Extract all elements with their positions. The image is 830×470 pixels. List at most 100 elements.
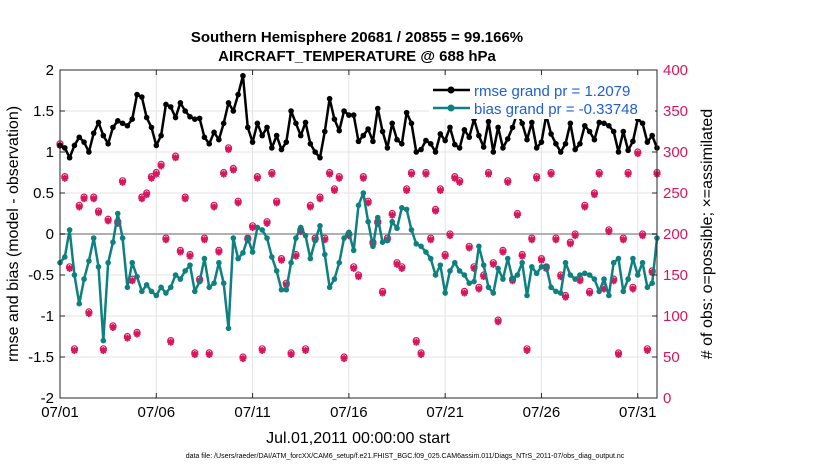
bias-point-73 xyxy=(408,227,415,233)
obs-assimilated-point-73 xyxy=(407,170,415,178)
obs-assimilated-point-15 xyxy=(128,277,136,285)
bias-point-93 xyxy=(504,255,511,262)
bias-point-14 xyxy=(124,284,131,291)
bias-point-95 xyxy=(514,272,521,278)
obs-assimilated-point-23 xyxy=(167,338,175,346)
rmse-point-103 xyxy=(553,141,559,147)
bias-point-31 xyxy=(206,284,213,291)
legend-bias-label: bias grand pr = -0.33748 xyxy=(474,101,638,118)
obs-assimilated-point-5 xyxy=(80,195,88,203)
bias-point-29 xyxy=(196,278,203,285)
bias-point-102 xyxy=(548,284,554,291)
bias-point-51 xyxy=(302,232,309,239)
obs-assimilated-point-55 xyxy=(321,236,329,244)
rmse-point-20 xyxy=(153,142,160,149)
obs-assimilated-point-3 xyxy=(70,346,78,354)
y-right-tick-label-7: 50 xyxy=(663,349,680,366)
rmse-point-38 xyxy=(240,72,246,79)
obs-assimilated-point-84 xyxy=(460,289,468,297)
obs-assimilated-point-72 xyxy=(403,187,411,195)
bias-point-33 xyxy=(216,259,222,266)
rmse-point-58 xyxy=(336,127,343,134)
obs-assimilated-point-1 xyxy=(61,174,69,182)
obs-assimilated-point-98 xyxy=(528,236,536,244)
rmse-point-66 xyxy=(374,105,381,112)
obs-assimilated-point-24 xyxy=(172,154,180,162)
bias-point-27 xyxy=(187,262,193,268)
obs-assimilated-point-40 xyxy=(249,223,257,231)
rmse-point-46 xyxy=(278,146,285,153)
bias-point-70 xyxy=(394,225,400,232)
rmse-point-33 xyxy=(216,136,222,143)
obs-assimilated-point-117 xyxy=(619,236,627,244)
rmse-point-53 xyxy=(312,149,318,155)
rmse-point-26 xyxy=(182,108,188,114)
rmse-point-42 xyxy=(259,132,266,139)
bias-point-9 xyxy=(100,337,107,344)
bias-point-47 xyxy=(283,286,290,293)
rmse-point-7 xyxy=(90,130,97,136)
rmse-point-31 xyxy=(206,141,213,147)
obs-assimilated-point-32 xyxy=(210,203,218,211)
obs-assimilated-point-2 xyxy=(66,264,74,272)
bias-point-15 xyxy=(129,259,136,266)
obs-assimilated-point-76 xyxy=(422,170,430,178)
rmse-point-50 xyxy=(297,132,304,139)
obs-assimilated-point-78 xyxy=(432,207,440,215)
y-right-axis-ticks: 400 350 300 250 200 150 100 50 0 xyxy=(652,62,688,407)
x-axis-ticks: 07/01 07/06 07/11 07/16 07/21 07/26 07/31 xyxy=(41,70,657,421)
obs-assimilated-point-112 xyxy=(595,170,603,178)
rmse-point-62 xyxy=(355,138,362,145)
bias-point-12 xyxy=(114,210,121,217)
obs-assimilated-point-18 xyxy=(143,191,151,199)
bias-point-117 xyxy=(620,288,627,295)
bias-point-110 xyxy=(586,272,593,278)
obs-assimilated-point-69 xyxy=(388,211,396,219)
bias-point-88 xyxy=(480,262,487,268)
obs-assimilated-point-92 xyxy=(499,248,507,256)
bias-point-60 xyxy=(346,229,352,236)
bias-point-90 xyxy=(490,290,497,296)
bias-point-107 xyxy=(572,276,578,282)
bias-point-123 xyxy=(649,280,655,287)
obs-assimilated-point-25 xyxy=(176,248,184,256)
bias-point-1 xyxy=(62,254,68,260)
bias-point-74 xyxy=(413,241,420,247)
bias-point-115 xyxy=(610,259,617,266)
obs-assimilated-point-105 xyxy=(562,293,570,301)
obs-assimilated-point-9 xyxy=(99,346,107,354)
bias-point-22 xyxy=(163,290,169,296)
rmse-point-114 xyxy=(606,122,612,129)
obs-assimilated-point-62 xyxy=(355,273,362,281)
bias-point-67 xyxy=(379,239,386,245)
rmse-point-85 xyxy=(466,134,473,141)
bias-point-91 xyxy=(495,265,501,272)
rmse-point-93 xyxy=(504,136,511,142)
rmse-point-47 xyxy=(283,139,290,145)
rmse-point-70 xyxy=(394,136,400,143)
bias-point-52 xyxy=(307,255,314,262)
obs-assimilated-point-49 xyxy=(292,252,300,260)
rmse-point-44 xyxy=(269,145,275,151)
obs-assimilated-point-13 xyxy=(119,178,127,186)
obs-assimilated-point-85 xyxy=(465,244,473,252)
obs-assimilated-point-100 xyxy=(537,256,545,264)
rmse-point-82 xyxy=(451,141,458,148)
rmse-point-87 xyxy=(476,132,482,139)
chart-title-line2: AIRCRAFT_TEMPERATURE @ 688 hPa xyxy=(218,48,496,65)
obs-assimilated-point-109 xyxy=(581,203,589,211)
obs-assimilated-point-99 xyxy=(533,174,541,182)
bias-point-61 xyxy=(350,247,357,254)
rmse-point-24 xyxy=(172,114,179,121)
bias-point-77 xyxy=(427,255,434,262)
obs-assimilated-point-54 xyxy=(316,195,324,203)
x-tick-label-5: 07/26 xyxy=(523,404,561,421)
bias-point-106 xyxy=(567,272,574,278)
bias-point-44 xyxy=(269,254,275,260)
y-right-tick-label-8: 0 xyxy=(663,390,671,407)
rmse-point-39 xyxy=(244,124,251,131)
rmse-point-13 xyxy=(119,120,126,127)
rmse-point-45 xyxy=(273,132,280,139)
rmse-point-52 xyxy=(307,141,314,147)
obs-assimilated-point-121 xyxy=(639,232,647,240)
